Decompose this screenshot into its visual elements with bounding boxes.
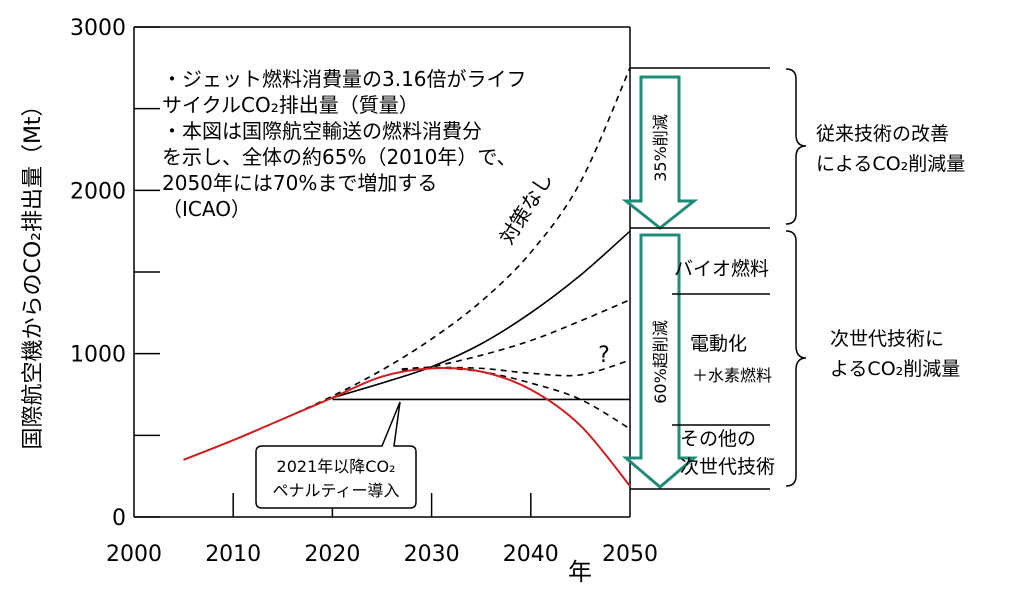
note-block: ・ジェット燃料消費量の3.16倍がライフ サイクルCO₂排出量（質量） ・本図は… [162, 67, 527, 221]
series-line-6 [183, 367, 631, 487]
brace-nextgen [785, 230, 807, 487]
conventional-line: によるCO₂削減量 [816, 153, 965, 175]
x-tick-label: 2000 [106, 542, 162, 567]
y-axis-label: 国際航空機からのCO₂排出量（Mt） [21, 94, 46, 449]
note-line: ・本図は国際航空輸送の燃料消費分 [162, 119, 482, 143]
x-tick-label: 2020 [304, 542, 360, 567]
note-line: （ICAO） [162, 197, 251, 221]
arrow-35-label: 35%削減 [651, 114, 670, 182]
arrow-35-shape [621, 75, 699, 230]
arrow-35-percent: 35%削減 [621, 75, 699, 230]
brace-conventional [785, 68, 807, 225]
arrow-60-label: 60%超削減 [651, 320, 670, 404]
other-tech-line: 次世代技術 [680, 456, 775, 478]
series-lines [183, 67, 631, 487]
braces [785, 68, 807, 487]
note-line: 2050年には70%まで増加する [162, 171, 437, 195]
question-mark: ? [598, 343, 610, 368]
y-tick-label: 3000 [70, 16, 126, 41]
nextgen-line: 次世代技術に [830, 328, 944, 350]
x-axis-label: 年 [568, 558, 592, 586]
x-tick-label: 2050 [602, 542, 658, 567]
other-tech-line: その他の [680, 428, 756, 450]
electric-label: 電動化 [690, 333, 747, 355]
y-tick-label: 1000 [70, 343, 126, 368]
arrow-60-percent: 60%超削減 [621, 233, 699, 489]
series-line-4 [401, 366, 631, 430]
y-tick-label: 2000 [70, 179, 126, 204]
x-tick-label: 2030 [404, 542, 460, 567]
note-line: ・ジェット燃料消費量の3.16倍がライフ [162, 67, 527, 91]
bio-fuel-label: バイオ燃料 [674, 258, 769, 280]
arrow-60-shape [621, 233, 699, 489]
note-line: サイクルCO₂排出量（質量） [162, 93, 419, 117]
penalty-callout: 2021年以降CO₂ ペナルティー導入 [255, 401, 417, 509]
note-line: を示し、全体の約65%（2010年）で、 [162, 145, 517, 169]
conventional-line: 従来技術の改善 [816, 123, 949, 145]
tick-labels: 0 1000 2000 3000 2000 2010 2020 2030 2040 2050 [70, 16, 658, 567]
penalty-line: 2021年以降CO₂ [277, 457, 396, 476]
penalty-callout-box [255, 401, 417, 509]
series-line-2 [401, 299, 631, 371]
x-tick-label: 2040 [503, 542, 559, 567]
hydrogen-label: ＋水素燃料 [692, 366, 772, 385]
reference-lines [630, 67, 770, 490]
no-measures-label: 対策なし [495, 168, 558, 249]
nextgen-line: よるCO₂削減量 [830, 358, 960, 380]
x-tick-label: 2010 [205, 542, 261, 567]
penalty-line: ペナルティー導入 [272, 481, 399, 500]
y-tick-label: 0 [112, 506, 126, 531]
series-line-1 [332, 230, 631, 399]
